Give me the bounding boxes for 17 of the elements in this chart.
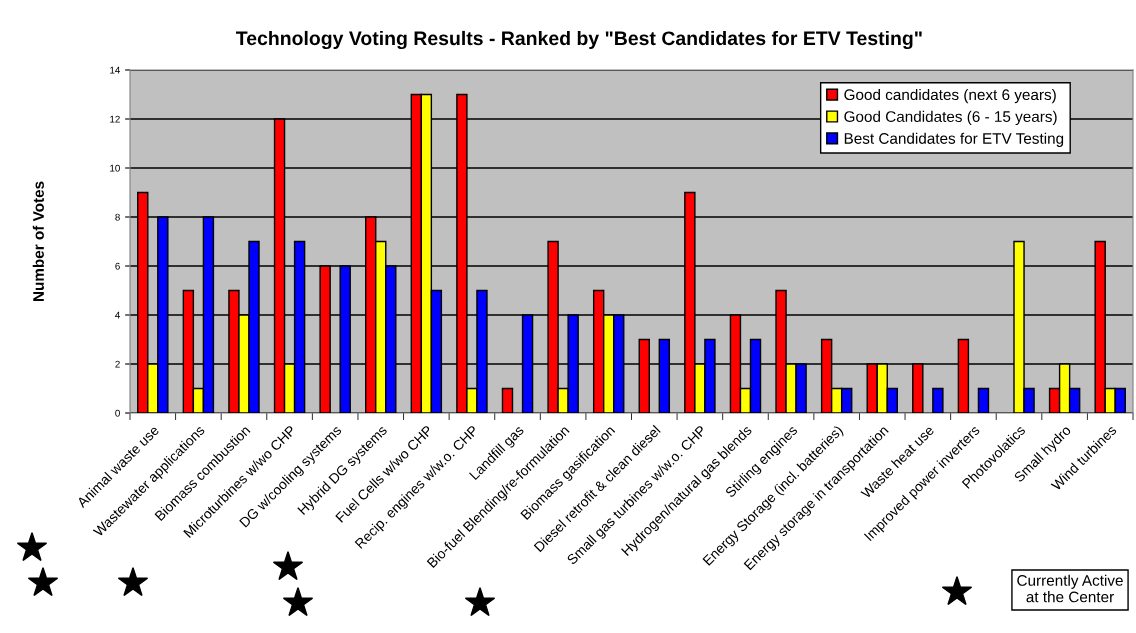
y-tick-label: 14 [110,66,120,74]
legend-label: Good Candidates (6 - 15 years) [844,110,1057,126]
bar [501,387,514,413]
legend-label: Best Candidates for ETV Testing [844,132,1064,147]
y-tick-label: 10 [110,164,120,172]
y-tick-label: 2 [115,360,120,368]
y-tick-label: 0 [115,409,120,417]
legend-label: Good candidates (next 6 years) [844,88,1056,104]
chart-title: Technology Voting Results - Ranked by "Best Candidates for ETV Testing" [236,30,922,50]
y-axis-title: Number of Votes [32,181,44,302]
y-tick-label: 6 [115,262,120,270]
y-tick-label: 8 [115,213,120,221]
text: Currently Active at the Center [1017,574,1123,603]
bar [932,387,944,413]
y-tick-label: 12 [110,115,120,123]
y-tick-label: 4 [115,311,120,319]
bar [977,387,990,413]
